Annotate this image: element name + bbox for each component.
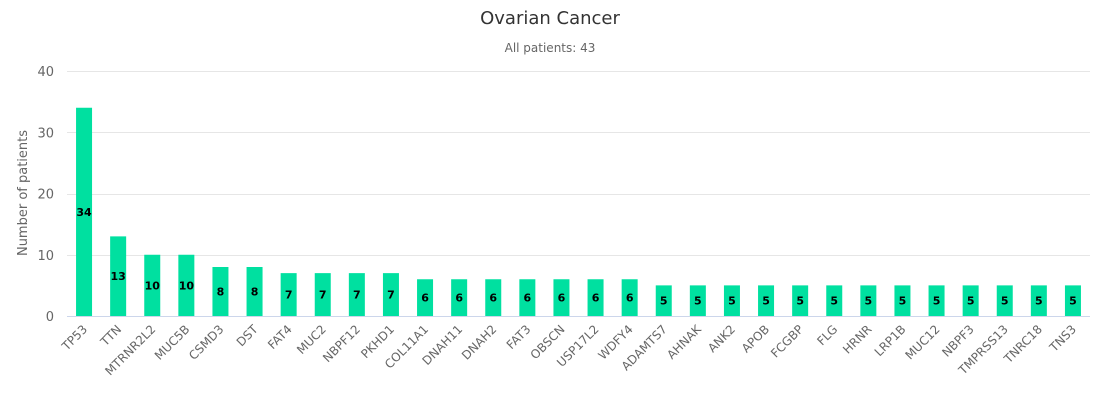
- data-label: 5: [728, 295, 736, 308]
- x-tick-label: DNAH2: [459, 322, 499, 362]
- x-tick-label: FAT4: [265, 322, 295, 352]
- bar[interactable]: [110, 236, 127, 316]
- bar[interactable]: [144, 254, 161, 316]
- x-tick-label: MUC5B: [152, 322, 193, 363]
- data-label: 6: [455, 292, 463, 305]
- data-label: 6: [489, 292, 497, 305]
- data-label: 13: [110, 270, 125, 283]
- bar[interactable]: [280, 273, 297, 316]
- data-label: 7: [387, 289, 395, 302]
- bar[interactable]: [689, 285, 706, 316]
- x-tick-label: AHNAK: [664, 321, 705, 362]
- data-label: 10: [145, 279, 161, 292]
- y-tick-label: 30: [37, 126, 54, 141]
- bar[interactable]: [996, 285, 1013, 316]
- grid-lines: [67, 71, 1090, 317]
- data-label: 5: [1001, 295, 1009, 308]
- bar[interactable]: [587, 279, 604, 316]
- data-label: 5: [933, 295, 941, 308]
- data-label: 6: [558, 292, 566, 305]
- data-label: 5: [865, 295, 873, 308]
- x-tick-label: FCGBP: [768, 322, 806, 360]
- bars: [76, 107, 1081, 316]
- data-label: 5: [694, 295, 702, 308]
- y-tick-label: 0: [46, 310, 54, 325]
- bar[interactable]: [382, 273, 399, 316]
- bar[interactable]: [826, 285, 843, 316]
- y-tick-label: 40: [37, 65, 54, 80]
- data-label: 5: [796, 295, 804, 308]
- data-label: 5: [967, 295, 975, 308]
- bar[interactable]: [485, 279, 502, 316]
- data-label: 6: [592, 292, 600, 305]
- y-axis-label: Number of patients: [16, 130, 31, 256]
- data-label: 5: [1069, 295, 1077, 308]
- x-tick-label: FAT3: [504, 322, 534, 352]
- bar[interactable]: [519, 279, 536, 316]
- y-tick-label: 10: [37, 249, 54, 264]
- data-label: 5: [660, 295, 668, 308]
- bar[interactable]: [655, 285, 672, 316]
- bar[interactable]: [314, 273, 331, 316]
- y-axis-ticks: 0 10 20 30 40: [37, 65, 54, 325]
- x-tick-label: FLG: [814, 322, 840, 348]
- bar[interactable]: [621, 279, 638, 316]
- data-labels: 34 13 10 10 8 8 7 7 7 7 6 6 6 6 6 6 6 5 5 5 5 5 5 5 5 5 5 5 5 5: [76, 206, 1076, 308]
- bar[interactable]: [451, 279, 468, 316]
- data-label: 7: [353, 289, 361, 302]
- data-label: 5: [1035, 295, 1043, 308]
- x-tick-label: ANK2: [705, 322, 738, 355]
- bar[interactable]: [758, 285, 775, 316]
- data-label: 5: [830, 295, 838, 308]
- bar[interactable]: [792, 285, 809, 316]
- bar[interactable]: [76, 107, 93, 316]
- bar[interactable]: [894, 285, 911, 316]
- x-tick-label: MUC12: [903, 322, 943, 362]
- x-tick-label: TP53: [58, 322, 90, 354]
- x-tick-label: NBPF12: [320, 322, 363, 365]
- data-label: 7: [319, 289, 327, 302]
- data-label: 8: [251, 286, 259, 299]
- x-tick-label: TNS3: [1046, 322, 1079, 355]
- y-tick-label: 20: [37, 188, 54, 203]
- x-tick-label: TTN: [97, 322, 124, 349]
- bar[interactable]: [1064, 285, 1081, 316]
- data-label: 6: [626, 292, 634, 305]
- data-label: 34: [76, 206, 92, 219]
- x-tick-label: CSMD3: [186, 322, 226, 362]
- bar[interactable]: [417, 279, 434, 316]
- data-label: 7: [285, 289, 293, 302]
- data-label: 10: [179, 279, 195, 292]
- data-label: 8: [217, 286, 225, 299]
- bar[interactable]: [860, 285, 877, 316]
- bar[interactable]: [178, 254, 195, 316]
- data-label: 6: [421, 292, 429, 305]
- chart-title: Ovarian Cancer: [480, 8, 620, 29]
- chart-subtitle: All patients: 43: [505, 41, 596, 55]
- bar[interactable]: [723, 285, 740, 316]
- bar[interactable]: [553, 279, 570, 316]
- x-tick-label: DST: [234, 322, 261, 349]
- data-label: 5: [899, 295, 907, 308]
- data-label: 6: [524, 292, 532, 305]
- data-label: 5: [762, 295, 770, 308]
- bar[interactable]: [962, 285, 979, 316]
- bar[interactable]: [1030, 285, 1047, 316]
- bar[interactable]: [246, 267, 263, 316]
- x-tick-label: HRNR: [840, 322, 874, 356]
- bar[interactable]: [348, 273, 365, 316]
- bar[interactable]: [212, 267, 229, 316]
- bar[interactable]: [928, 285, 945, 316]
